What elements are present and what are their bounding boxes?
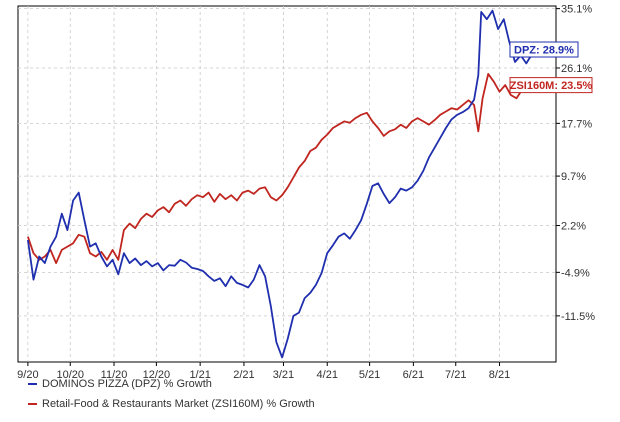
x-tick-label: 6/21 [403, 369, 424, 381]
x-tick-label: 12/20 [143, 369, 171, 381]
legend-item-zsi160m: Retail-Food & Restaurants Market (ZSI160… [28, 398, 315, 410]
x-tick-label: 10/20 [56, 369, 84, 381]
x-tick-label: 5/21 [359, 369, 380, 381]
x-tick-label: 2/21 [233, 369, 254, 381]
series-line-zsi160m [27, 73, 538, 265]
x-tick-label: 9/20 [17, 369, 38, 381]
legend-swatch-dpz [28, 383, 37, 385]
y-tick-label: -11.5% [561, 311, 595, 323]
x-tick-label: 4/21 [317, 369, 338, 381]
x-tick-label: 3/21 [273, 369, 294, 381]
y-tick-label: 17.7% [561, 118, 592, 130]
y-tick-label: 2.2% [561, 221, 586, 233]
x-tick-label: 7/21 [445, 369, 466, 381]
end-label-zsi160m: ZSI160M: 23.5% [510, 80, 593, 92]
plot-frame [17, 5, 557, 363]
legend-item-dpz: DOMINOS PIZZA (DPZ) % Growth [28, 378, 212, 390]
x-tick-label: 11/20 [101, 369, 128, 381]
legend-label-zsi160m: Retail-Food & Restaurants Market (ZSI160… [42, 398, 315, 410]
end-label-dpz: DPZ: 28.9% [514, 45, 574, 57]
legend-swatch-zsi160m [28, 403, 37, 405]
end-label-zsi160m-box [509, 77, 593, 94]
x-tick-label: 1/21 [189, 369, 210, 381]
end-label-dpz-box [509, 41, 579, 58]
y-tick-label: 9.7% [561, 171, 586, 183]
x-tick-label: 8/21 [489, 369, 510, 381]
series-line-dpz [27, 9, 539, 359]
y-tick-label: -4.9% [561, 267, 590, 279]
y-tick-label: 35.1% [561, 4, 592, 16]
legend-label-dpz: DOMINOS PIZZA (DPZ) % Growth [42, 378, 212, 390]
y-tick-label: 26.1% [561, 63, 592, 75]
